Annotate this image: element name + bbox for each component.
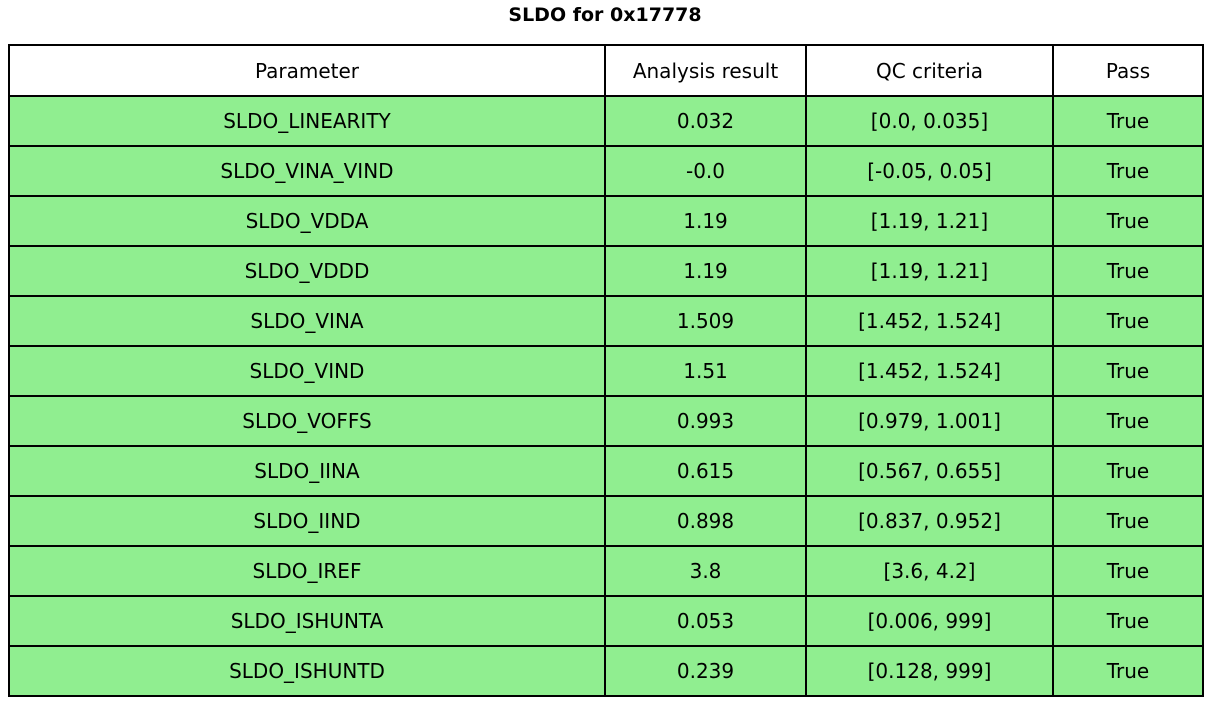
criteria-cell: [1.19, 1.21] (805, 195, 1054, 247)
criteria-cell: [1.452, 1.524] (805, 345, 1054, 397)
header-analysis-result: Analysis result (604, 44, 807, 97)
result-cell: 0.898 (604, 495, 807, 547)
header-parameter: Parameter (8, 44, 606, 97)
result-cell: 0.239 (604, 645, 807, 697)
table-row: SLDO_LINEARITY 0.032 [0.0, 0.035] True (8, 95, 1204, 147)
parameter-cell: SLDO_VOFFS (8, 395, 606, 447)
table-row: SLDO_VINA_VIND -0.0 [-0.05, 0.05] True (8, 145, 1204, 197)
result-cell: 1.509 (604, 295, 807, 347)
qc-results-table: Parameter Analysis result QC criteria Pa… (8, 44, 1204, 697)
result-cell: 1.19 (604, 245, 807, 297)
criteria-cell: [0.006, 999] (805, 595, 1054, 647)
parameter-cell: SLDO_LINEARITY (8, 95, 606, 147)
criteria-cell: [0.0, 0.035] (805, 95, 1054, 147)
table-row: SLDO_VDDA 1.19 [1.19, 1.21] True (8, 195, 1204, 247)
parameter-cell: SLDO_VINA_VIND (8, 145, 606, 197)
parameter-cell: SLDO_VINA (8, 295, 606, 347)
criteria-cell: [0.128, 999] (805, 645, 1054, 697)
figure-title: SLDO for 0x17778 (508, 4, 702, 26)
pass-cell: True (1052, 545, 1204, 597)
header-qc-criteria: QC criteria (805, 44, 1054, 97)
result-cell: 1.19 (604, 195, 807, 247)
pass-cell: True (1052, 345, 1204, 397)
result-cell: -0.0 (604, 145, 807, 197)
pass-cell: True (1052, 95, 1204, 147)
pass-cell: True (1052, 595, 1204, 647)
table-row: SLDO_VOFFS 0.993 [0.979, 1.001] True (8, 395, 1204, 447)
result-cell: 3.8 (604, 545, 807, 597)
table-row: SLDO_IIND 0.898 [0.837, 0.952] True (8, 495, 1204, 547)
parameter-cell: SLDO_ISHUNTD (8, 645, 606, 697)
pass-cell: True (1052, 145, 1204, 197)
pass-cell: True (1052, 245, 1204, 297)
pass-cell: True (1052, 495, 1204, 547)
result-cell: 1.51 (604, 345, 807, 397)
result-cell: 0.615 (604, 445, 807, 497)
parameter-cell: SLDO_IINA (8, 445, 606, 497)
pass-cell: True (1052, 295, 1204, 347)
header-pass: Pass (1052, 44, 1204, 97)
parameter-cell: SLDO_IIND (8, 495, 606, 547)
table-row: SLDO_VINA 1.509 [1.452, 1.524] True (8, 295, 1204, 347)
parameter-cell: SLDO_VIND (8, 345, 606, 397)
table-row: SLDO_IINA 0.615 [0.567, 0.655] True (8, 445, 1204, 497)
criteria-cell: [0.567, 0.655] (805, 445, 1054, 497)
pass-cell: True (1052, 645, 1204, 697)
table-row: SLDO_ISHUNTA 0.053 [0.006, 999] True (8, 595, 1204, 647)
pass-cell: True (1052, 195, 1204, 247)
table-row: SLDO_IREF 3.8 [3.6, 4.2] True (8, 545, 1204, 597)
table-row: SLDO_VDDD 1.19 [1.19, 1.21] True (8, 245, 1204, 297)
criteria-cell: [1.19, 1.21] (805, 245, 1054, 297)
result-cell: 0.053 (604, 595, 807, 647)
pass-cell: True (1052, 445, 1204, 497)
table-row: SLDO_ISHUNTD 0.239 [0.128, 999] True (8, 645, 1204, 697)
parameter-cell: SLDO_IREF (8, 545, 606, 597)
table-row: SLDO_VIND 1.51 [1.452, 1.524] True (8, 345, 1204, 397)
result-cell: 0.032 (604, 95, 807, 147)
criteria-cell: [1.452, 1.524] (805, 295, 1054, 347)
parameter-cell: SLDO_ISHUNTA (8, 595, 606, 647)
header-row: Parameter Analysis result QC criteria Pa… (8, 44, 1204, 97)
criteria-cell: [3.6, 4.2] (805, 545, 1054, 597)
pass-cell: True (1052, 395, 1204, 447)
parameter-cell: SLDO_VDDD (8, 245, 606, 297)
parameter-cell: SLDO_VDDA (8, 195, 606, 247)
result-cell: 0.993 (604, 395, 807, 447)
criteria-cell: [0.979, 1.001] (805, 395, 1054, 447)
criteria-cell: [0.837, 0.952] (805, 495, 1054, 547)
criteria-cell: [-0.05, 0.05] (805, 145, 1054, 197)
